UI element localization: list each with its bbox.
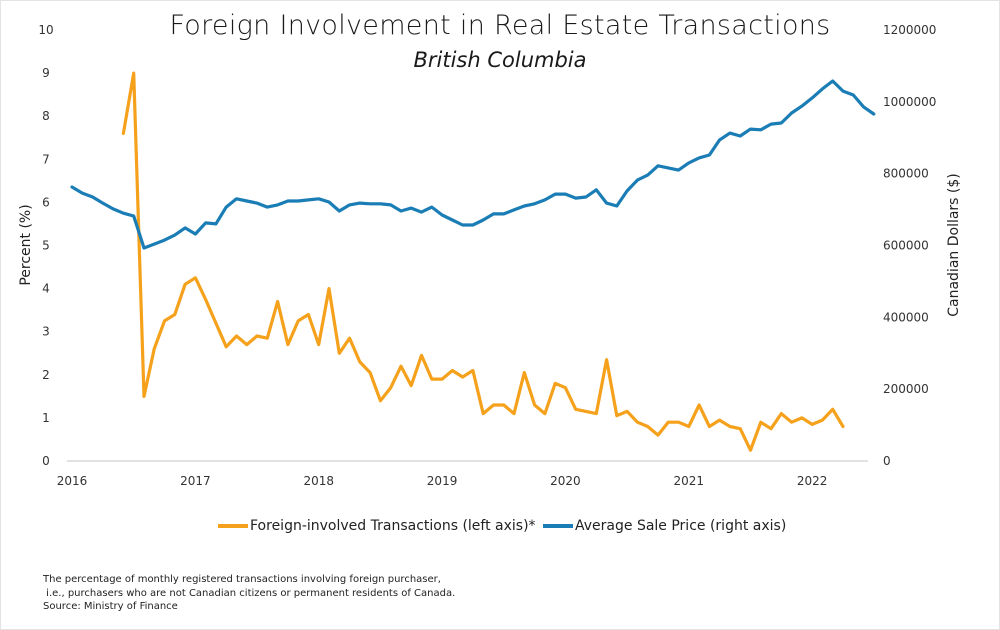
left-tick-label: 10 bbox=[38, 23, 53, 37]
legend-item-price: Average Sale Price (right axis) bbox=[543, 518, 786, 534]
footnote-source: Source: Ministry of Finance bbox=[43, 601, 178, 612]
legend-swatch-price bbox=[543, 524, 573, 528]
right-tick-label: 200000 bbox=[883, 382, 929, 396]
x-tick-label: 2016 bbox=[57, 474, 88, 488]
right-axis-label: Canadian Dollars ($) bbox=[946, 173, 962, 317]
x-tick-label: 2018 bbox=[303, 474, 334, 488]
right-tick-label: 1200000 bbox=[883, 23, 936, 37]
footnote: The percentage of monthly registered tra… bbox=[43, 573, 455, 614]
x-axis-ticks: 2016 2017 2018 2019 2020 2021 2022 bbox=[57, 474, 828, 488]
x-tick-label: 2021 bbox=[674, 474, 705, 488]
legend-swatch-foreign bbox=[218, 524, 248, 528]
left-tick-label: 2 bbox=[42, 368, 50, 382]
left-tick-label: 0 bbox=[42, 454, 50, 468]
right-tick-label: 600000 bbox=[883, 239, 929, 253]
left-axis-label: Percent (%) bbox=[18, 204, 34, 285]
legend-item-foreign: Foreign-involved Transactions (left axis… bbox=[218, 518, 536, 534]
chart-subtitle: British Columbia bbox=[413, 48, 587, 72]
left-tick-label: 1 bbox=[42, 411, 50, 425]
footnote-line: i.e., purchasers who are not Canadian ci… bbox=[43, 587, 456, 599]
x-tick-label: 2020 bbox=[550, 474, 581, 488]
left-tick-label: 4 bbox=[42, 282, 50, 296]
legend-label-price: Average Sale Price (right axis) bbox=[575, 518, 787, 534]
left-tick-label: 5 bbox=[42, 239, 50, 253]
x-tick-label: 2019 bbox=[427, 474, 458, 488]
left-tick-label: 3 bbox=[42, 325, 50, 339]
series-line-average-price bbox=[70, 79, 876, 250]
right-tick-label: 1000000 bbox=[883, 95, 936, 109]
x-tick-label: 2022 bbox=[797, 474, 828, 488]
footnote-line: The percentage of monthly registered tra… bbox=[43, 574, 441, 585]
left-axis-ticks: 0 1 2 3 4 5 6 7 8 9 10 bbox=[38, 23, 53, 468]
left-tick-label: 7 bbox=[42, 152, 50, 166]
right-axis-ticks: 0 200000 400000 600000 800000 1000000 1200000 bbox=[883, 23, 936, 468]
series-layer bbox=[70, 71, 876, 452]
chart-title: Foreign Involvement in Real Estate Trans… bbox=[169, 10, 831, 41]
series-line-foreign-involved bbox=[121, 71, 845, 452]
legend: Foreign-involved Transactions (left axis… bbox=[0, 518, 1000, 542]
left-tick-label: 8 bbox=[42, 109, 50, 123]
left-tick-label: 6 bbox=[42, 195, 50, 209]
x-tick-label: 2017 bbox=[180, 474, 211, 488]
right-tick-label: 0 bbox=[883, 454, 891, 468]
left-tick-label: 9 bbox=[42, 66, 50, 80]
right-tick-label: 800000 bbox=[883, 167, 929, 181]
right-tick-label: 400000 bbox=[883, 310, 929, 324]
legend-label-foreign: Foreign-involved Transactions (left axis… bbox=[250, 518, 536, 534]
